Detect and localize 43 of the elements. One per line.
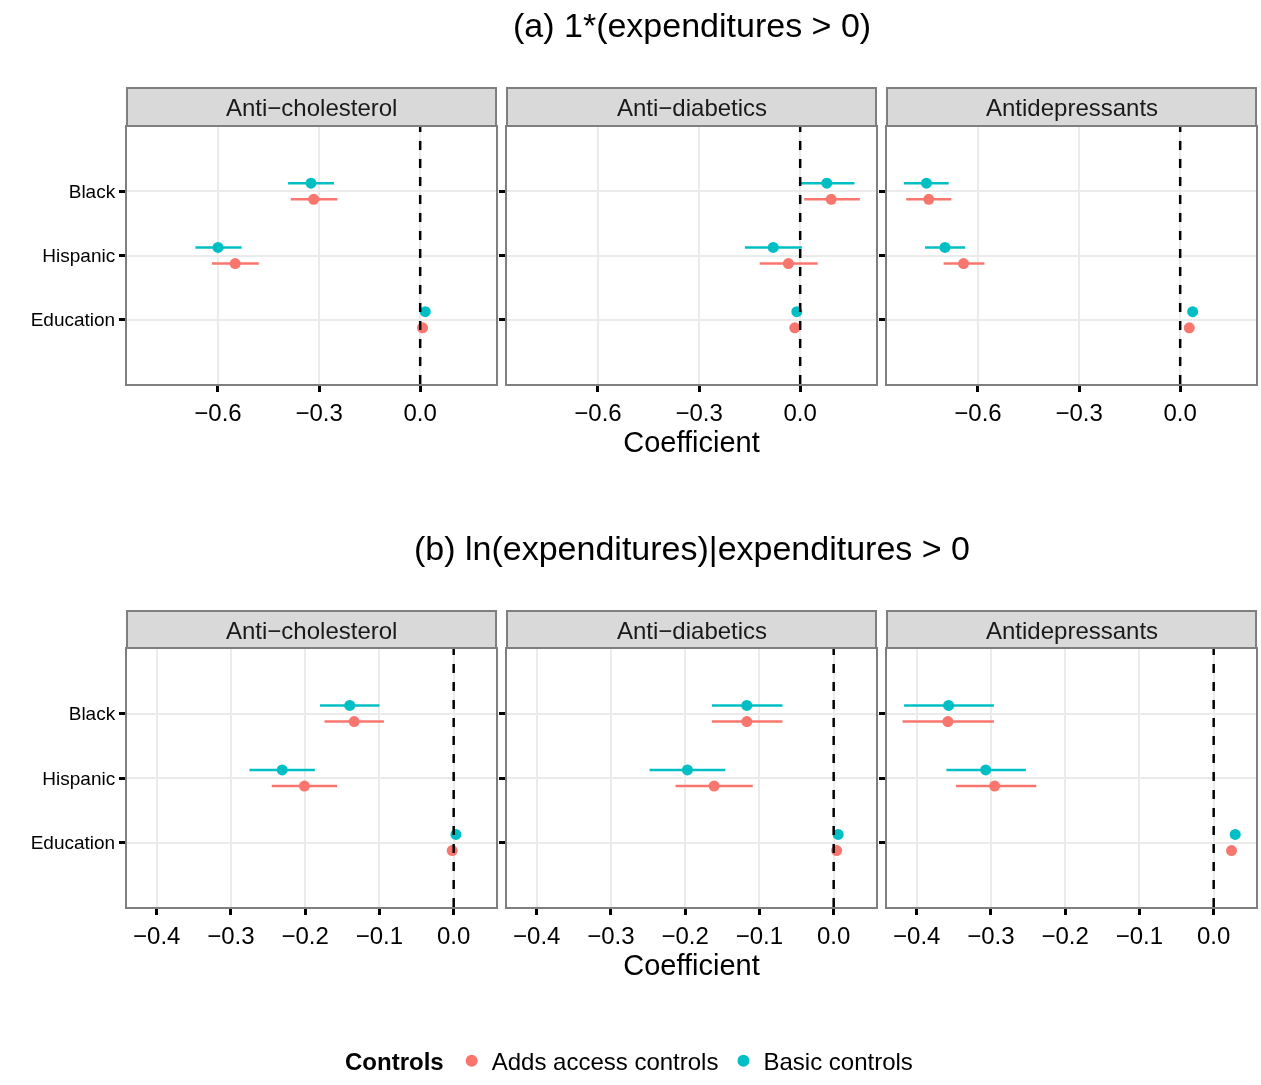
y-tick-label: Black — [68, 180, 116, 202]
x-tick-label: 0.0 — [436, 921, 471, 949]
x-tick-label: −0.2 — [281, 921, 329, 949]
x-tick-label: 0.0 — [403, 398, 437, 426]
x-tick-label: −0.3 — [967, 921, 1015, 949]
y-tick-label: Education — [30, 309, 116, 331]
x-tick-label: −0.4 — [893, 921, 941, 949]
legend-label: Adds access controls — [491, 1048, 719, 1076]
x-tick-label: −0.1 — [1115, 921, 1164, 949]
x-tick-label: −0.6 — [194, 398, 242, 426]
x-tick-label: −0.4 — [513, 921, 561, 949]
chart-title: Anti−diabetics — [617, 617, 768, 644]
chart-title: Anti−cholesterol — [226, 617, 398, 644]
y-tick-label: Black — [68, 703, 116, 725]
chart-title: Anti−diabetics — [617, 94, 768, 121]
x-tick-label: 0.0 — [783, 398, 817, 426]
chart-title: Antidepressants — [986, 94, 1159, 121]
x-tick-label: −0.2 — [1041, 921, 1089, 949]
y-tick-label: Hispanic — [42, 767, 116, 789]
x-tick-label: −0.2 — [661, 921, 709, 949]
text: (a) 1*(expenditures > 0) — [513, 6, 872, 44]
x-tick-label: −0.3 — [675, 398, 723, 426]
x-tick-label: −0.6 — [574, 398, 622, 426]
x-tick-label: −0.3 — [207, 921, 255, 949]
chart-title: Anti−cholesterol — [226, 94, 398, 121]
x-tick-label: −0.6 — [954, 398, 1002, 426]
x-tick-label: 0.0 — [1196, 921, 1231, 949]
x-tick-label: −0.1 — [735, 921, 784, 949]
x-tick-label: −0.4 — [133, 921, 181, 949]
x-axis-title: Coefficient — [623, 948, 760, 981]
text: (b) ln(expenditures)|expenditures > 0 — [414, 529, 970, 567]
x-axis-title: Coefficient — [623, 425, 760, 458]
x-tick-label: 0.0 — [816, 921, 851, 949]
legend-title: Controls — [345, 1047, 444, 1075]
legend-label: Basic controls — [763, 1048, 913, 1076]
chart-title: Antidepressants — [986, 617, 1159, 644]
x-tick-label: −0.3 — [587, 921, 635, 949]
x-tick-label: −0.3 — [295, 398, 343, 426]
y-tick-label: Hispanic — [42, 245, 116, 267]
x-tick-label: 0.0 — [1163, 398, 1197, 426]
y-tick-label: Education — [30, 832, 116, 854]
x-tick-label: −0.1 — [355, 921, 404, 949]
x-tick-label: −0.3 — [1055, 398, 1103, 426]
